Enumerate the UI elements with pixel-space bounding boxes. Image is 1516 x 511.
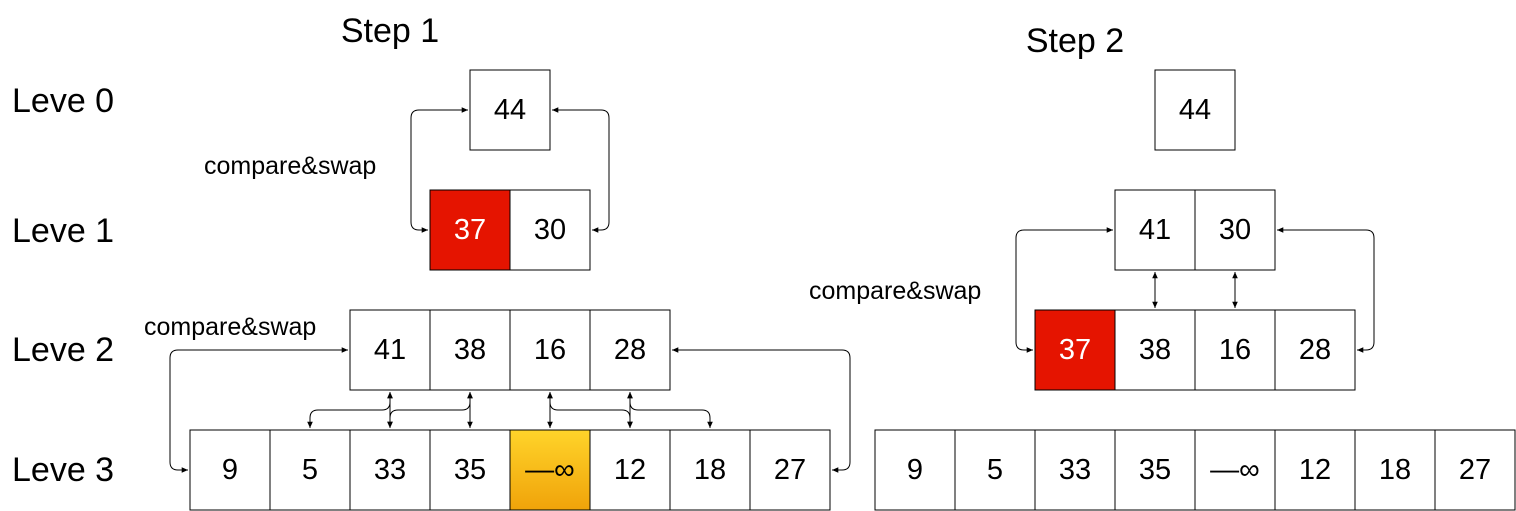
step2-node-l3-2: 33: [1034, 429, 1116, 511]
svg-text:35: 35: [454, 454, 486, 486]
svg-text:33: 33: [374, 454, 406, 486]
level-label-0: Leve 0: [12, 82, 114, 120]
svg-text:38: 38: [1139, 334, 1171, 366]
step2-node-l2-1: 38: [1114, 309, 1196, 391]
svg-text:37: 37: [1059, 334, 1091, 366]
step2-node-l3-0: 9: [874, 429, 956, 511]
step1-arrow-41-9: [307, 392, 393, 428]
step1-title: Step 1: [341, 12, 439, 50]
step2-node-l2-0: 37: [1034, 309, 1116, 391]
step2-node-l2-2: 16: [1194, 309, 1276, 391]
step1-node-l3-4: —∞: [509, 429, 591, 511]
step1-node-l2-3: 28: [589, 309, 671, 391]
svg-text:9: 9: [907, 454, 923, 486]
step2-annotation-level1: compare&swap: [809, 277, 981, 305]
level-label-3: Leve 3: [12, 451, 114, 489]
step2-node-l3-5: 12: [1274, 429, 1356, 511]
svg-text:16: 16: [534, 334, 566, 366]
step1-node-l3-5: 12: [589, 429, 671, 511]
step2-node-l3-4: —∞: [1194, 429, 1276, 511]
step1-node-l3-7: 27: [749, 429, 831, 511]
step1-arrow-l0-l1-right: [552, 107, 610, 233]
step1-arrow-l2-l3-left: [169, 347, 348, 473]
step1-node-l2-2: 16: [509, 309, 591, 391]
step2-node-l3-1: 5: [954, 429, 1036, 511]
step1-node-l1-0: 37: [429, 189, 511, 271]
step1-node-l3-1: 5: [269, 429, 351, 511]
svg-text:33: 33: [1059, 454, 1091, 486]
svg-text:28: 28: [614, 334, 646, 366]
step1-node-l2-1: 38: [429, 309, 511, 391]
svg-text:5: 5: [987, 454, 1003, 486]
step1-node-l0-0: 44: [469, 69, 551, 151]
step2-node-l1-1: 30: [1194, 189, 1276, 271]
step1-node-l3-2: 33: [349, 429, 431, 511]
svg-text:28: 28: [1299, 334, 1331, 366]
svg-text:5: 5: [302, 454, 318, 486]
svg-text:27: 27: [1459, 454, 1491, 486]
svg-text:41: 41: [374, 334, 406, 366]
step1-arrow-16-12: [547, 392, 633, 428]
level-label-1: Leve 1: [12, 212, 114, 250]
step1-arrow-l0-l1-left: [410, 107, 468, 233]
svg-text:18: 18: [694, 454, 726, 486]
svg-text:44: 44: [1179, 94, 1211, 126]
svg-text:37: 37: [454, 214, 486, 246]
step1-annotation-level2: compare&swap: [144, 313, 316, 341]
step2-node-l0-0: 44: [1154, 69, 1236, 151]
svg-text:18: 18: [1379, 454, 1411, 486]
svg-text:41: 41: [1139, 214, 1171, 246]
svg-text:38: 38: [454, 334, 486, 366]
step2-node-l3-6: 18: [1354, 429, 1436, 511]
svg-text:30: 30: [534, 214, 566, 246]
step1-arrow-28-18: [627, 392, 713, 428]
step2-node-l3-3: 35: [1114, 429, 1196, 511]
step1-arrow-38-33: [387, 392, 473, 428]
step2-node-l3-7: 27: [1434, 429, 1516, 511]
svg-text:30: 30: [1219, 214, 1251, 246]
svg-text:16: 16: [1219, 334, 1251, 366]
step2-node-l2-3: 28: [1274, 309, 1356, 391]
step1-node-l3-0: 9: [189, 429, 271, 511]
step2-arrow-l1-l2-right: [1277, 227, 1375, 353]
step1-node-l2-0: 41: [349, 309, 431, 391]
svg-text:12: 12: [1299, 454, 1331, 486]
svg-text:—∞: —∞: [1210, 454, 1260, 486]
svg-text:44: 44: [494, 94, 526, 126]
svg-text:35: 35: [1139, 454, 1171, 486]
level-label-2: Leve 2: [12, 331, 114, 369]
step1-node-l3-3: 35: [429, 429, 511, 511]
step1-annotation-level1: compare&swap: [204, 152, 376, 180]
step1-node-l3-6: 18: [669, 429, 751, 511]
step2-arrow-l1-l2-left: [1015, 227, 1113, 353]
svg-text:9: 9: [222, 454, 238, 486]
step2-title: Step 2: [1026, 22, 1124, 60]
svg-text:27: 27: [774, 454, 806, 486]
step2-node-l1-0: 41: [1114, 189, 1196, 271]
step1-arrow-l2-l3-right: [672, 347, 851, 473]
step1-node-l1-1: 30: [509, 189, 591, 271]
svg-text:12: 12: [614, 454, 646, 486]
svg-text:—∞: —∞: [525, 454, 575, 486]
